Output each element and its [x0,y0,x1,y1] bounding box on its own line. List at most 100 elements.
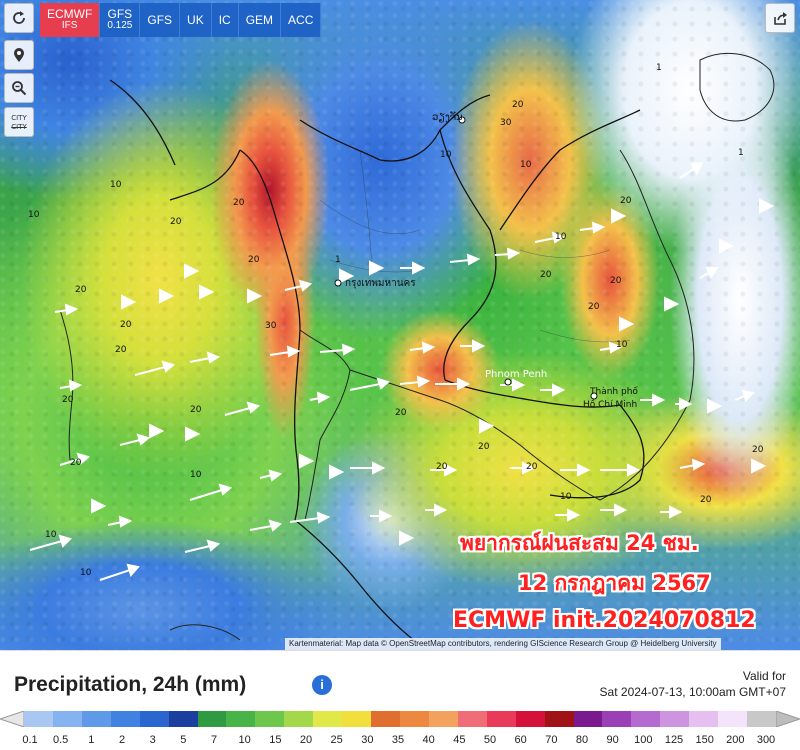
wind-arrow [185,426,201,442]
cambodia-border-north [444,379,621,408]
city-toggle-button[interactable]: CITY CITY [4,107,34,137]
wind-arrow [329,464,345,480]
wind-arrow [619,316,635,332]
scale-tick-label: 40 [422,734,435,746]
color-swatch [342,711,372,727]
wind-arrow [679,458,706,471]
zoom-button[interactable] [4,73,34,103]
wind-arrow [675,397,693,411]
valid-for-label: Valid for [742,669,786,683]
color-swatch [168,711,199,727]
color-swatch [747,711,777,727]
city-label-ho-chi-minh-1: Thành phố [590,387,638,397]
isoline-label: 20 [588,302,600,312]
forecast-overlay-title: พยากรณ์ฝนสะสม 24 ชม. [460,531,699,555]
wind-arrow [289,511,331,524]
isoline-label: 20 [752,445,764,455]
wind-arrow [59,452,91,466]
coastlines [59,52,775,641]
wind-arrow [430,463,458,477]
tab-sublabel: IFS [61,20,78,31]
isoline-label: 10 [520,160,532,170]
wind-arrow [299,453,315,469]
isoline-label: 10 [616,340,628,350]
tab-gem[interactable]: GEM [238,3,282,37]
city-marker-phnom-penh [504,378,512,386]
color-swatch [457,711,488,727]
scale-tick-label: 70 [545,734,558,746]
tab-label: ACC [288,13,314,27]
tab-label: IC [218,13,231,27]
color-swatch [573,711,603,727]
wind-arrow [449,253,481,266]
color-swatch [371,711,401,727]
wind-arrow [664,296,680,312]
wind-arrow [99,563,140,581]
laos-vietnam-border [499,109,641,231]
city-markers [334,116,598,400]
wind-arrow [249,519,283,532]
thailand-malaysia-border [294,519,421,646]
location-button[interactable] [4,40,34,70]
wind-arrow [751,458,767,474]
scale-tick-label: 90 [606,734,619,746]
isoline-label: 20 [395,408,407,418]
color-swatch [515,711,546,727]
tab-acc[interactable]: ACC [281,3,322,37]
scale-tick-label: 2 [118,734,126,746]
share-icon [774,12,787,25]
tab-gfs-0125[interactable]: GFS 0.125 [100,3,141,37]
forecast-overlay-date: 12 กรกฎาคม 2567 [518,571,711,595]
wind-arrow [534,231,566,244]
color-swatch [602,711,632,727]
map-attribution[interactable]: Kartenmaterial: Map data © OpenStreetMap… [285,638,721,650]
scale-tick-label: 35 [391,734,405,746]
tab-ic[interactable]: IC [211,3,239,37]
wind-arrow [339,268,355,284]
wind-arrow [59,379,83,392]
wind-arrow [149,423,165,439]
wind-arrow [269,345,301,358]
info-icon[interactable]: i [312,675,332,695]
wind-arrow [29,534,72,551]
scale-tick-label: 3 [149,734,156,746]
scale-tick-label: 80 [575,734,589,746]
precipitation-map[interactable]: กรุงเทพมหานคร Phnom Penh Thành phố Hồ Ch… [0,0,800,650]
thailand-laos-border [439,129,497,381]
isoline-label: 20 [478,442,490,452]
province-borders [319,149,631,343]
wind-arrow [349,377,391,391]
color-swatch [428,711,459,727]
legend-panel: Precipitation, 24h (mm) i Valid for Sat … [0,650,800,750]
wind-arrow [370,509,393,523]
refresh-icon [13,11,25,24]
color-scale [0,711,800,727]
isoline-label: 20 [248,255,260,265]
wind-arrow [494,247,521,260]
share-button[interactable] [765,3,795,33]
isoline-label: 10 [560,492,572,502]
isoline-label: 10 [440,150,452,160]
wind-arrow [189,351,221,364]
scale-tick-label: 60 [514,734,527,746]
tab-label: GFS [147,13,173,27]
color-swatch [631,711,661,727]
city-label-ho-chi-minh-2: Hồ Chí Minh [583,400,638,410]
wind-arrow [600,503,628,517]
city-label-bangkok: กรุงเทพมหานคร [345,278,416,289]
tab-uk[interactable]: UK [180,3,212,37]
wind-arrow [259,469,283,482]
forecast-overlay-model: ECMWF init.2024070812 [453,608,756,633]
thailand-myanmar-border [239,149,301,521]
tab-ecmwf-ifs[interactable]: ECMWF IFS [40,3,101,37]
scale-tick-label: 7 [210,734,218,746]
color-scale-arrows [0,711,800,727]
scale-tick-label: 20 [299,734,313,746]
city-marker-vientiane [458,116,466,124]
tab-gfs[interactable]: GFS [140,3,181,37]
zoom-icon [12,81,27,96]
refresh-button[interactable] [4,3,34,33]
isoline-label: 30 [500,118,512,128]
wind-arrow [734,389,756,402]
isoline-label: 1 [738,148,744,158]
